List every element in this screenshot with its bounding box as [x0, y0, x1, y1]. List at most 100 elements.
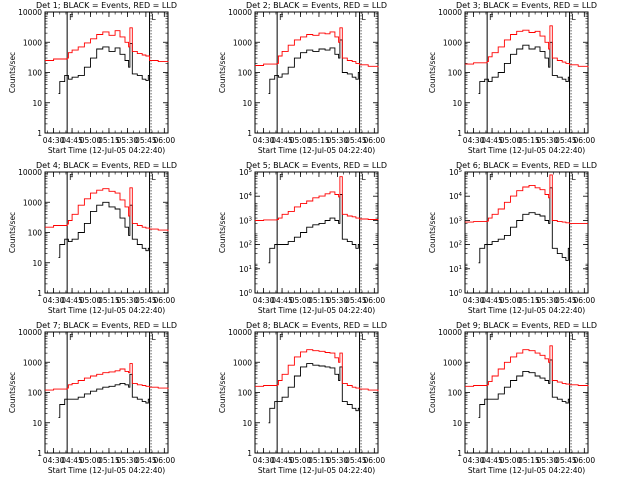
y-tick-label: 1000 [23, 358, 42, 367]
y-tick-label: 100 [28, 389, 43, 398]
marker-label: F [489, 333, 493, 342]
marker-label: F [489, 173, 493, 182]
series-line-events [269, 195, 360, 263]
chart-panel-4: Det 4; BLACK = Events, RED = LLD 1 10 100 10… [8, 161, 177, 315]
x-axis-label: Start Time (12-Jul-05 04:22:40) [468, 466, 585, 475]
marker-label: F [279, 13, 283, 22]
series-line-events [479, 360, 570, 418]
x-tick-label: 06:00 [363, 456, 385, 465]
chart-title: Det 4; BLACK = Events, RED = LLD [36, 161, 177, 170]
y-tick-label: 1 [37, 449, 42, 458]
y-axis-label: Counts/sec [8, 212, 17, 253]
y-tick-label: 1000 [443, 358, 462, 367]
y-tick-label: 100 [28, 69, 43, 78]
y-tick-label: 1 [37, 289, 42, 298]
chart-panel-9: Det 9; BLACK = Events, RED = LLD 1 10 100 10… [428, 321, 597, 475]
y-tick-label: 100 [238, 69, 253, 78]
marker-label: F [69, 13, 73, 22]
y-tick-label: 105 [239, 168, 253, 177]
x-tick-label: 06:00 [573, 296, 595, 305]
x-tick-label: 06:00 [153, 296, 175, 305]
marker-label: L [572, 13, 577, 22]
x-axis-label: Start Time (12-Jul-05 04:22:40) [48, 306, 165, 315]
y-tick-label: 101 [239, 265, 252, 274]
y-tick-label: 10 [32, 259, 42, 268]
x-axis-label: Start Time (12-Jul-05 04:22:40) [258, 306, 375, 315]
chart-title: Det 3; BLACK = Events, RED = LLD [456, 1, 597, 10]
y-axis-label: Counts/sec [218, 372, 227, 413]
y-axis-label: Counts/sec [218, 212, 227, 253]
y-tick-label: 10 [452, 99, 462, 108]
chart-panel-5: Det 5; BLACK = Events, RED = LLD 100 101 10… [218, 161, 387, 315]
x-axis-label: Start Time (12-Jul-05 04:22:40) [48, 466, 165, 475]
y-tick-label: 10000 [18, 168, 42, 177]
marker-label: L [152, 13, 157, 22]
marker-label: L [362, 333, 367, 342]
y-tick-label: 101 [449, 265, 462, 274]
x-axis-label: Start Time (12-Jul-05 04:22:40) [258, 146, 375, 155]
y-tick-label: 1 [247, 449, 252, 458]
x-axis-label: Start Time (12-Jul-05 04:22:40) [258, 466, 375, 475]
y-tick-label: 100 [28, 229, 43, 238]
x-tick-label: 06:00 [153, 136, 175, 145]
y-tick-label: 1000 [23, 198, 42, 207]
y-tick-label: 10000 [228, 328, 252, 337]
y-tick-label: 1000 [443, 38, 462, 47]
y-tick-label: 1 [457, 129, 462, 138]
marker-label: L [572, 333, 577, 342]
chart-panel-2: Det 2; BLACK = Events, RED = LLD 1 10 100 10… [218, 1, 387, 155]
y-tick-label: 100 [448, 69, 463, 78]
chart-panel-1: Det 1; BLACK = Events, RED = LLD 1 10 100 10… [8, 1, 177, 155]
x-tick-label: 06:00 [153, 456, 175, 465]
y-tick-label: 10000 [438, 8, 462, 17]
y-tick-label: 10000 [438, 328, 462, 337]
y-tick-label: 100 [238, 389, 253, 398]
chart-panel-3: Det 3; BLACK = Events, RED = LLD 1 10 100 10… [428, 1, 597, 155]
y-axis-label: Counts/sec [428, 52, 437, 93]
y-tick-label: 102 [449, 241, 462, 250]
chart-panel-7: Det 7; BLACK = Events, RED = LLD 1 10 100 10… [8, 321, 177, 475]
marker-label: F [69, 333, 73, 342]
x-tick-label: 06:00 [363, 136, 385, 145]
y-tick-label: 100 [449, 289, 463, 298]
y-tick-label: 1000 [233, 38, 252, 47]
series-line-events [479, 42, 570, 93]
y-tick-label: 10000 [18, 328, 42, 337]
marker-label: F [279, 173, 283, 182]
x-axis-label: Start Time (12-Jul-05 04:22:40) [468, 146, 585, 155]
y-tick-label: 1 [457, 449, 462, 458]
y-tick-label: 103 [449, 216, 463, 225]
chart-title: Det 6; BLACK = Events, RED = LLD [456, 161, 597, 170]
y-axis-label: Counts/sec [218, 52, 227, 93]
y-tick-label: 1000 [233, 358, 252, 367]
y-tick-label: 10 [452, 419, 462, 428]
marker-label: L [152, 333, 157, 342]
y-tick-label: 104 [449, 192, 463, 201]
y-tick-label: 102 [239, 241, 252, 250]
y-axis-label: Counts/sec [8, 372, 17, 413]
series-line-events [59, 374, 150, 417]
marker-label: F [489, 13, 493, 22]
x-axis-label: Start Time (12-Jul-05 04:22:40) [48, 146, 165, 155]
y-tick-label: 10 [32, 99, 42, 108]
series-line-events [269, 40, 360, 94]
series-line-events [269, 364, 360, 423]
chart-title: Det 8; BLACK = Events, RED = LLD [246, 321, 387, 330]
y-tick-label: 105 [449, 168, 463, 177]
y-tick-label: 10 [32, 419, 42, 428]
marker-label: L [152, 173, 157, 182]
marker-label: F [69, 173, 73, 182]
chart-title: Det 7; BLACK = Events, RED = LLD [36, 321, 177, 330]
y-axis-label: Counts/sec [8, 52, 17, 93]
y-tick-label: 10 [242, 419, 252, 428]
y-tick-label: 1000 [23, 38, 42, 47]
x-axis-label: Start Time (12-Jul-05 04:22:40) [468, 306, 585, 315]
y-tick-label: 104 [239, 192, 253, 201]
detector-lightcurve-grid: Det 1; BLACK = Events, RED = LLD 1 10 100 10… [0, 0, 640, 480]
x-tick-label: 06:00 [573, 136, 595, 145]
marker-label: L [572, 173, 577, 182]
chart-title: Det 5; BLACK = Events, RED = LLD [246, 161, 387, 170]
chart-panel-6: Det 6; BLACK = Events, RED = LLD 100 101 10… [428, 161, 597, 315]
series-line-events [59, 202, 150, 257]
marker-label: F [279, 333, 283, 342]
